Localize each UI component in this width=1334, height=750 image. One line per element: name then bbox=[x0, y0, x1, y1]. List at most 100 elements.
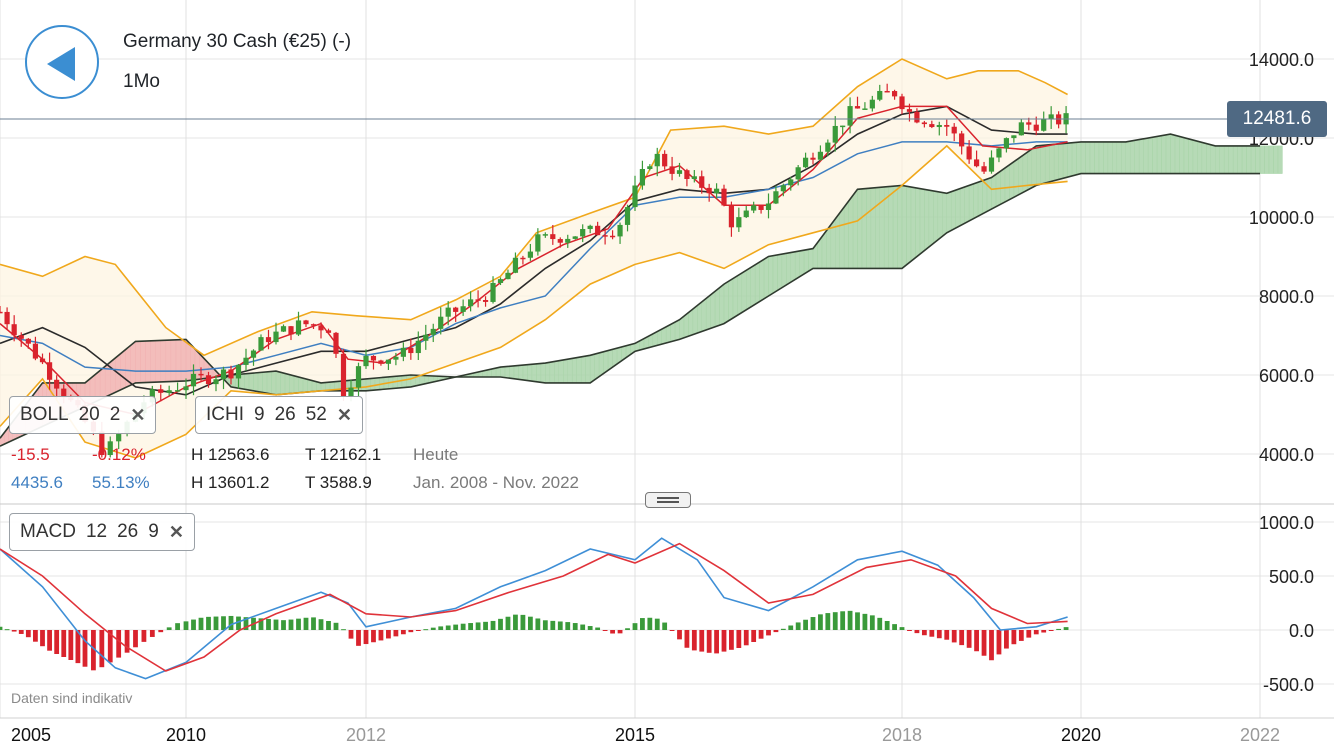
candle-body bbox=[891, 91, 898, 97]
close-icon[interactable]: ✕ bbox=[336, 404, 352, 425]
macd-histogram-bar bbox=[183, 621, 189, 630]
macd-histogram-bar bbox=[400, 630, 406, 635]
kumo-segment bbox=[135, 340, 141, 384]
kumo-segment bbox=[973, 181, 979, 219]
kumo-segment bbox=[1268, 145, 1274, 174]
kumo-segment bbox=[1103, 141, 1109, 174]
close-icon[interactable]: ✕ bbox=[130, 404, 146, 425]
candle bbox=[1048, 106, 1054, 129]
kumo-segment bbox=[928, 189, 934, 248]
pane-resize-handle[interactable] bbox=[645, 492, 691, 508]
kumo-segment bbox=[522, 364, 528, 381]
kumo-segment bbox=[1223, 145, 1229, 174]
candle-body bbox=[721, 188, 727, 206]
candle bbox=[572, 236, 578, 240]
kumo-segment bbox=[968, 183, 974, 222]
x-tick-label: 2020 bbox=[1061, 725, 1101, 745]
signal-line bbox=[0, 542, 1068, 672]
candle-body bbox=[363, 355, 369, 367]
candle-body bbox=[25, 338, 31, 344]
candle bbox=[669, 156, 675, 181]
kumo-segment bbox=[892, 185, 898, 269]
candle-body bbox=[497, 279, 504, 283]
period-label[interactable]: 1Mo bbox=[123, 71, 160, 92]
kumo-segment bbox=[901, 185, 907, 269]
macd-histogram-bar bbox=[356, 630, 361, 646]
candle-body bbox=[340, 353, 347, 397]
candle-body bbox=[758, 205, 764, 210]
macd-histogram-bar bbox=[855, 612, 860, 630]
candle-body bbox=[205, 375, 212, 385]
macd-histogram-bar bbox=[884, 621, 890, 630]
macd-histogram-bar bbox=[82, 630, 88, 667]
candle bbox=[899, 93, 905, 115]
candle bbox=[758, 204, 764, 214]
macd-histogram-bar bbox=[438, 626, 444, 630]
candle bbox=[773, 185, 779, 205]
macd-histogram-bar bbox=[1056, 628, 1062, 630]
kumo-segment bbox=[915, 187, 921, 259]
kumo-segment bbox=[571, 357, 577, 384]
kumo-segment bbox=[946, 191, 952, 234]
indicator-macd[interactable]: MACD 12 26 9 ✕ bbox=[9, 513, 195, 551]
indicator-ichi[interactable]: ICHI 9 26 52 ✕ bbox=[195, 396, 363, 434]
candle-body bbox=[520, 257, 526, 260]
candle bbox=[713, 183, 720, 199]
kumo-segment bbox=[942, 192, 947, 237]
candle-body bbox=[713, 188, 720, 194]
kumo-segment bbox=[1089, 141, 1095, 174]
candle bbox=[936, 121, 942, 136]
price-tick-label: 4000.0 bbox=[1259, 445, 1314, 465]
kumo-segment bbox=[275, 370, 281, 396]
kumo-segment bbox=[1246, 145, 1252, 174]
macd-histogram-bar bbox=[378, 630, 384, 641]
indicator-boll[interactable]: BOLL 20 2 ✕ bbox=[9, 396, 157, 434]
kumo-segment bbox=[1143, 137, 1149, 174]
back-button[interactable] bbox=[25, 25, 99, 99]
candle-body bbox=[99, 431, 105, 456]
macd-histogram-bar bbox=[996, 630, 1002, 655]
kumo-segment bbox=[580, 355, 586, 384]
macd-histogram-bar bbox=[699, 630, 705, 652]
candle-body bbox=[430, 328, 436, 335]
candle bbox=[408, 338, 414, 360]
macd-histogram-bar bbox=[445, 625, 451, 630]
close-icon[interactable]: ✕ bbox=[168, 521, 184, 542]
macd-histogram-bar bbox=[595, 627, 601, 630]
candle bbox=[1041, 111, 1047, 132]
macd-histogram-bar bbox=[393, 630, 399, 637]
macd-histogram-bar bbox=[61, 630, 67, 657]
macd-histogram-bar bbox=[907, 630, 912, 631]
kumo-segment bbox=[955, 188, 961, 229]
indicator-name: MACD bbox=[20, 521, 76, 542]
macd-histogram-bar bbox=[371, 630, 376, 643]
candle bbox=[25, 338, 31, 349]
candle bbox=[550, 224, 556, 245]
x-axis: 2005 2010 2012 2015 2018 2020 2022 bbox=[0, 720, 1280, 748]
candle-body bbox=[825, 142, 831, 152]
candle-body bbox=[840, 125, 846, 128]
candle-body bbox=[557, 239, 563, 243]
candle-body bbox=[914, 111, 920, 123]
kumo-segment bbox=[302, 377, 308, 393]
kumo-segment bbox=[1201, 142, 1207, 174]
kumo-segment bbox=[1264, 145, 1270, 174]
macd-histogram-bar bbox=[333, 622, 339, 630]
candle bbox=[959, 130, 965, 155]
x-tick-label: 2022 bbox=[1240, 725, 1280, 745]
candle bbox=[542, 232, 548, 238]
candle-body bbox=[333, 332, 339, 354]
macd-histogram-bar bbox=[1063, 627, 1069, 630]
candle bbox=[415, 331, 421, 361]
candle-body bbox=[370, 355, 377, 361]
indicator-name: ICHI bbox=[206, 404, 244, 425]
candle-body bbox=[325, 330, 332, 333]
macd-histogram-bar bbox=[795, 622, 801, 630]
kumo-segment bbox=[1232, 145, 1238, 174]
macd-histogram-bar bbox=[840, 611, 846, 630]
kumo-segment bbox=[406, 374, 412, 388]
candle bbox=[527, 243, 533, 261]
kumo-segment bbox=[777, 253, 783, 291]
macd-histogram-bar bbox=[640, 618, 645, 630]
macd-histogram-bar bbox=[191, 619, 196, 630]
